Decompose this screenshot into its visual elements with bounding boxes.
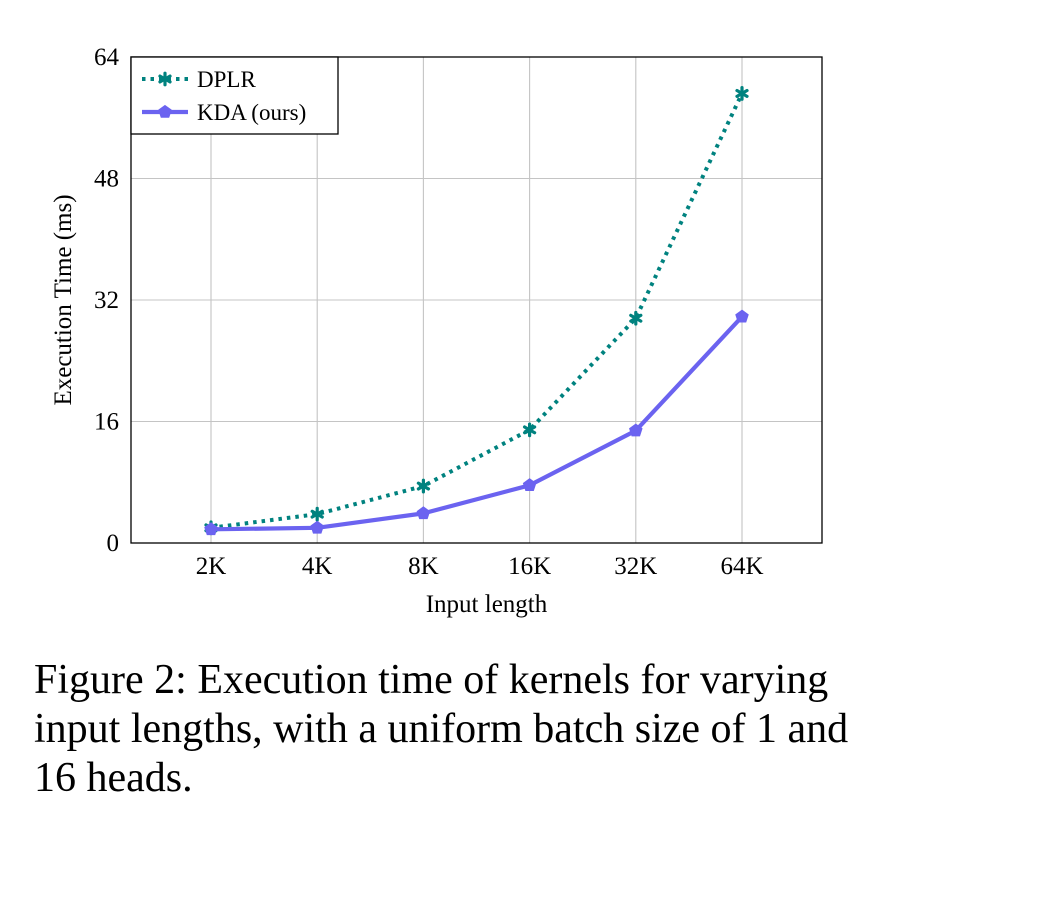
series-line: [210, 92, 744, 530]
series-layer: [204, 86, 749, 536]
data-point: [735, 309, 749, 323]
legend: DPLR KDA (ours): [130, 56, 339, 135]
legend-entry: KDA (ours): [142, 100, 306, 125]
data-point: [416, 506, 431, 520]
x-tick-label: 2K: [196, 553, 227, 580]
series-dplr: [204, 86, 749, 536]
x-axis-label: Input length: [426, 591, 548, 618]
legend-entry: DPLR: [142, 67, 256, 92]
data-point: [158, 104, 172, 118]
x-tick-label: 8K: [408, 553, 439, 580]
x-tick-label: 64K: [720, 553, 763, 580]
data-point: [416, 478, 431, 494]
x-tick-label: 4K: [302, 553, 333, 580]
data-point: [158, 71, 172, 87]
tick-labels: 2K 4K 8K 16K 32K 64K 0 16 32 48 64: [94, 44, 764, 580]
series-kda: [204, 309, 749, 536]
legend-label: KDA (ours): [197, 100, 306, 125]
execution-time-chart: 2K 4K 8K 16K 32K 64K 0 16 32 48 64 Input length Ex…: [50, 44, 823, 618]
data-point: [735, 86, 749, 101]
y-tick-label: 0: [107, 530, 120, 557]
legend-label: DPLR: [197, 67, 256, 92]
y-tick-label: 48: [94, 166, 119, 193]
data-point: [310, 506, 324, 522]
figure-caption: Figure 2: Execution time of kernels for …: [34, 657, 849, 801]
data-point: [629, 423, 643, 437]
data-point: [204, 522, 218, 536]
x-tick-label: 32K: [614, 553, 657, 580]
x-tick-label: 16K: [508, 553, 551, 580]
data-point: [522, 478, 537, 492]
series-line: [210, 315, 744, 532]
data-point: [310, 520, 324, 534]
data-point: [522, 422, 537, 438]
legend-box: [130, 56, 339, 135]
y-tick-label: 64: [94, 44, 120, 71]
plot-frame: [130, 56, 823, 544]
y-axis-label: Execution Time (ms): [50, 194, 77, 405]
y-tick-label: 16: [94, 409, 119, 436]
y-tick-label: 32: [94, 287, 119, 314]
data-point: [629, 310, 643, 326]
